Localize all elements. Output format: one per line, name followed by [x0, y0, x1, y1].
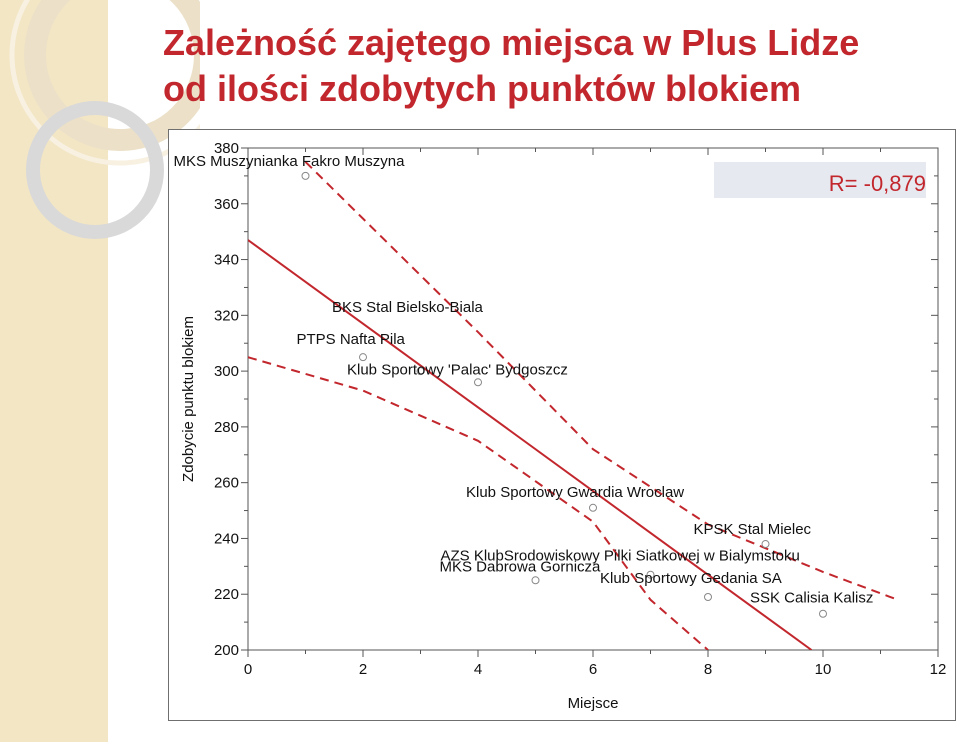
point-label: KPSK Stal Mielec [694, 521, 812, 538]
y-tick-label: 260 [214, 475, 239, 492]
y-tick-label: 200 [214, 642, 239, 659]
point-label: BKS Stal Bielsko-Biala [332, 299, 484, 316]
data-point [819, 609, 827, 618]
axis-ticks [241, 147, 939, 657]
correlation-coefficient: R= -0,879 [829, 171, 926, 196]
y-tick-label: 280 [214, 419, 239, 436]
scatter-chart: R= -0,879 200220240260280300320340360380… [174, 140, 947, 712]
decorative-ring-large [24, 0, 200, 151]
y-tick-label: 220 [214, 586, 239, 603]
y-tick-label: 320 [214, 307, 239, 324]
slide-title-line-1: Zależność zajętego miejsca w Plus Lidze [163, 22, 860, 63]
chart-frame: R= -0,879 200 220 240 260 280 300 320 340 360 380… [168, 129, 956, 721]
x-tick-label: 12 [930, 661, 947, 678]
data-point [474, 378, 482, 387]
y-axis-tick-labels: 200 220 240 260 280 300 320 340 360 380 [214, 140, 239, 659]
x-tick-label: 8 [704, 661, 712, 678]
regression-fit-line [248, 239, 813, 650]
data-point [359, 353, 367, 362]
slide-title-line-2: od ilości zdobytych punktów blokiem [163, 68, 802, 109]
data-point [531, 576, 540, 585]
x-axis-title: Miejsce [568, 695, 619, 712]
x-tick-label: 10 [815, 661, 832, 678]
y-tick-label: 380 [214, 140, 239, 157]
data-point [646, 570, 655, 579]
regression-lines [248, 161, 899, 650]
decorative-ring-outline [9, 0, 200, 166]
point-label: SSK Calisia Kalisz [750, 590, 873, 607]
x-tick-label: 4 [474, 661, 482, 678]
x-axis-tick-labels: 0 2 4 6 8 10 12 [244, 661, 947, 678]
y-axis-title: Zdobycie punktu blokiem [180, 316, 197, 482]
y-tick-label: 300 [214, 363, 239, 380]
x-tick-label: 0 [244, 661, 252, 678]
point-label: PTPS Nafta Pila [297, 331, 406, 348]
x-tick-label: 2 [359, 661, 367, 678]
y-tick-label: 340 [214, 252, 239, 269]
point-label: Klub Sportowy Gedania SA [600, 570, 782, 587]
point-label: MKS Dabrowa Gornicza [440, 558, 602, 575]
y-tick-label: 360 [214, 196, 239, 213]
x-tick-label: 6 [589, 661, 597, 678]
y-tick-label: 240 [214, 530, 239, 547]
data-points [301, 171, 827, 618]
decorative-ring-small [26, 101, 164, 239]
point-label: AZS KlubSrodowiskowy Pilki Siatkowej w B… [441, 548, 800, 565]
data-point [416, 367, 425, 376]
data-point [761, 540, 770, 549]
data-point [704, 593, 712, 602]
point-labels: MKS Muszynianka Fakro Muszyna BKS Stal Bi… [174, 153, 874, 607]
upper-confidence-line [304, 161, 899, 601]
data-point [301, 171, 310, 180]
point-label: Klub Sportowy Gwardia Wroclaw [466, 484, 684, 501]
lower-confidence-line [248, 356, 709, 650]
point-label: MKS Muszynianka Fakro Muszyna [174, 153, 406, 170]
correlation-box [714, 162, 926, 198]
decorative-rings [9, 0, 200, 239]
point-label: Klub Sportowy 'Palac' Bydgoszcz [347, 361, 568, 378]
data-point [589, 503, 597, 512]
